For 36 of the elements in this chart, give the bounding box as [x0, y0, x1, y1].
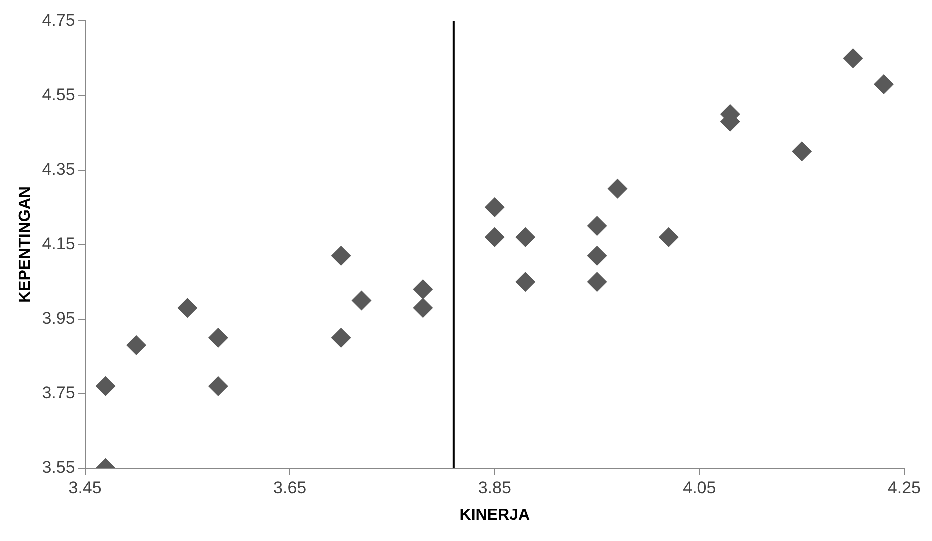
y-axis-title: KEPENTINGAN: [17, 186, 34, 304]
point: [587, 272, 608, 292]
y-tick-label: 4.35: [42, 160, 76, 179]
point: [516, 227, 536, 248]
point: [331, 246, 352, 266]
point: [484, 227, 505, 248]
point: [843, 48, 864, 68]
point: [413, 280, 434, 300]
y-tick-label: 4.15: [42, 234, 76, 254]
y-tick-label: 3.55: [42, 458, 76, 478]
x-tick-label: 4.25: [888, 478, 922, 498]
point: [96, 376, 116, 396]
y-tick-label: 3.95: [42, 309, 76, 328]
point: [126, 335, 146, 356]
y-tick-label: 4.55: [42, 85, 76, 104]
point: [874, 74, 894, 95]
point: [208, 376, 228, 396]
x-tick-label: 4.05: [683, 478, 716, 498]
point: [178, 298, 198, 318]
point: [484, 198, 505, 218]
point: [516, 272, 536, 292]
point: [352, 290, 372, 311]
point: [587, 246, 608, 266]
point: [331, 328, 352, 348]
point: [208, 328, 228, 348]
point: [413, 298, 434, 318]
x-tick-label: 3.85: [478, 478, 512, 498]
point: [587, 216, 608, 236]
point: [792, 142, 812, 162]
x-tick-label: 3.45: [68, 478, 102, 498]
point: [658, 227, 679, 248]
x-axis-title: KINERJA: [460, 506, 530, 524]
point: [608, 178, 628, 199]
y-tick-label: 4.75: [42, 10, 76, 30]
x-tick-label: 3.65: [274, 478, 307, 498]
y-tick-label: 3.75: [42, 384, 76, 403]
